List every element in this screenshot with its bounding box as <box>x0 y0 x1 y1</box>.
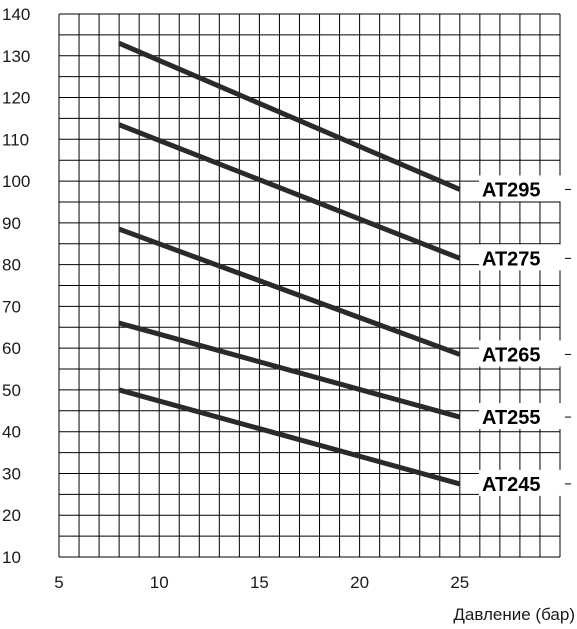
series-label-background <box>479 340 565 367</box>
x-axis-ticks: 5 10 15 20 25 <box>54 573 469 592</box>
series-label: AT275 <box>482 248 541 270</box>
x-tick-label: 5 <box>54 573 63 592</box>
series-label: AT295 <box>482 179 541 201</box>
x-tick-label: 15 <box>250 573 269 592</box>
y-tick-label: 110 <box>2 130 29 149</box>
series-line <box>118 226 461 357</box>
series-label: AT265 <box>482 344 541 366</box>
y-tick-label: 120 <box>2 89 30 108</box>
series-labels: AT295 AT275 AT265 AT255 AT245 <box>479 175 571 496</box>
series-label-background <box>479 469 565 496</box>
y-tick-label: 10 <box>2 548 21 567</box>
y-axis-ticks: 10 20 30 40 50 60 70 80 90 100 110 120 130 140 <box>2 5 30 567</box>
y-tick-label: 90 <box>2 214 21 233</box>
x-tick-label: 25 <box>450 573 469 592</box>
y-tick-label: 50 <box>2 381 21 400</box>
series-label-background <box>479 403 565 430</box>
y-tick-label: 140 <box>2 5 30 24</box>
y-tick-label: 30 <box>2 464 21 483</box>
series-line <box>118 320 461 420</box>
series-line <box>118 40 461 192</box>
series-lines <box>118 40 461 487</box>
y-tick-label: 70 <box>2 297 21 316</box>
series-label: AT255 <box>482 407 541 429</box>
y-tick-label: 40 <box>2 423 21 442</box>
y-tick-label: 100 <box>2 172 30 191</box>
y-tick-label: 130 <box>2 47 30 66</box>
y-tick-label: 80 <box>2 256 21 275</box>
y-tick-label: 20 <box>2 506 21 525</box>
x-tick-label: 10 <box>150 573 169 592</box>
series-line <box>118 122 461 261</box>
series-label-background <box>479 175 565 202</box>
series-label: AT245 <box>482 474 541 496</box>
x-axis-label: Давление (бар) <box>453 605 575 624</box>
y-tick-label: 60 <box>2 339 21 358</box>
series-label-background <box>479 244 565 271</box>
series-line <box>118 387 461 487</box>
x-tick-label: 20 <box>350 573 369 592</box>
grid <box>58 13 561 558</box>
